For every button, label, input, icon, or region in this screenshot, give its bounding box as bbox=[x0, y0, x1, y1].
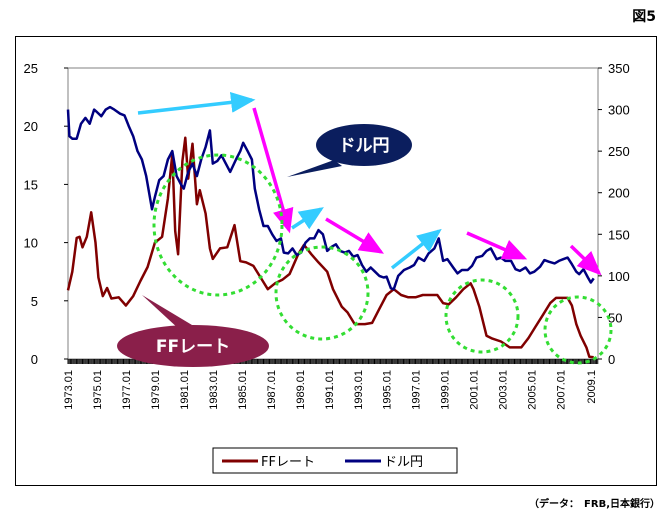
y-left-tick-label: 15 bbox=[24, 177, 38, 192]
y-right-tick-label: 100 bbox=[608, 269, 630, 284]
x-tick-label: 2005.01 bbox=[527, 370, 539, 410]
y-right-tick-label: 150 bbox=[608, 227, 630, 242]
figure-label: 図5 bbox=[632, 9, 656, 25]
highlight-circle bbox=[444, 278, 520, 354]
x-tick-label: 1997.01 bbox=[411, 370, 423, 410]
highlight-circle bbox=[274, 245, 370, 341]
trend-down-arrow bbox=[252, 107, 294, 234]
trend-down-arrow bbox=[466, 231, 528, 260]
trend-down-arrow bbox=[569, 244, 602, 276]
y-left-tick-label: 10 bbox=[24, 236, 38, 251]
x-tick-label: 1989.01 bbox=[295, 370, 307, 410]
y-left-tick-label: 5 bbox=[31, 294, 38, 309]
x-tick-label: 1995.01 bbox=[382, 370, 394, 410]
chart-frame bbox=[15, 36, 657, 486]
x-tick-label: 1981.01 bbox=[179, 370, 191, 410]
legend-usdjpy-label: ドル円 bbox=[384, 455, 423, 470]
x-tick-label: 1999.01 bbox=[440, 370, 452, 410]
y-right-tick-label: 0 bbox=[608, 352, 615, 367]
y-right-tick-label: 250 bbox=[608, 144, 630, 159]
x-tick-label: 1979.01 bbox=[150, 370, 162, 410]
ffrate-callout: FFレート bbox=[117, 295, 269, 367]
trend-up-arrow bbox=[137, 91, 256, 115]
x-tick-label: 2007.01 bbox=[555, 370, 567, 410]
trend-up-arrow bbox=[390, 228, 442, 270]
x-tick-label: 1991.01 bbox=[324, 370, 336, 410]
y-right-tick-label: 300 bbox=[608, 103, 630, 118]
trend-up-arrow bbox=[291, 207, 324, 230]
y-left-tick-label: 20 bbox=[24, 119, 38, 134]
y-left-tick-label: 25 bbox=[24, 61, 38, 76]
highlight-circle bbox=[543, 295, 613, 365]
highlight-circle bbox=[152, 153, 284, 297]
x-tick-label: 1987.01 bbox=[266, 370, 278, 410]
legend-ffrate-label: FFレート bbox=[261, 455, 315, 470]
usdjpy-callout: ドル円 bbox=[287, 124, 412, 177]
usdjpy-callout-label: ドル円 bbox=[339, 136, 390, 156]
x-tick-label: 1993.01 bbox=[353, 370, 365, 410]
ffrate-callout-label: FFレート bbox=[156, 337, 230, 357]
x-tick-label: 1985.01 bbox=[237, 370, 249, 410]
source-note: （データ： FRB,日本銀行） bbox=[529, 499, 660, 510]
usdjpy-series-line bbox=[66, 105, 595, 291]
y-right-tick-label: 200 bbox=[608, 186, 630, 201]
x-tick-label: 1983.01 bbox=[208, 370, 220, 410]
y-right-tick-label: 350 bbox=[608, 61, 630, 76]
legend: FFレート ドル円 bbox=[212, 447, 458, 474]
x-tick-label: 2001.01 bbox=[469, 370, 481, 410]
x-tick-label: 2009.1 bbox=[586, 370, 598, 404]
x-tick-label: 1973.01 bbox=[63, 370, 75, 410]
y-left-tick-label: 0 bbox=[31, 352, 38, 367]
y-right-tick-label: 50 bbox=[608, 310, 622, 325]
x-tick-label: 1977.01 bbox=[121, 370, 133, 410]
trend-down-arrow bbox=[325, 217, 385, 254]
x-tick-label: 2003.01 bbox=[498, 370, 510, 410]
x-tick-label: 1975.01 bbox=[92, 370, 104, 410]
